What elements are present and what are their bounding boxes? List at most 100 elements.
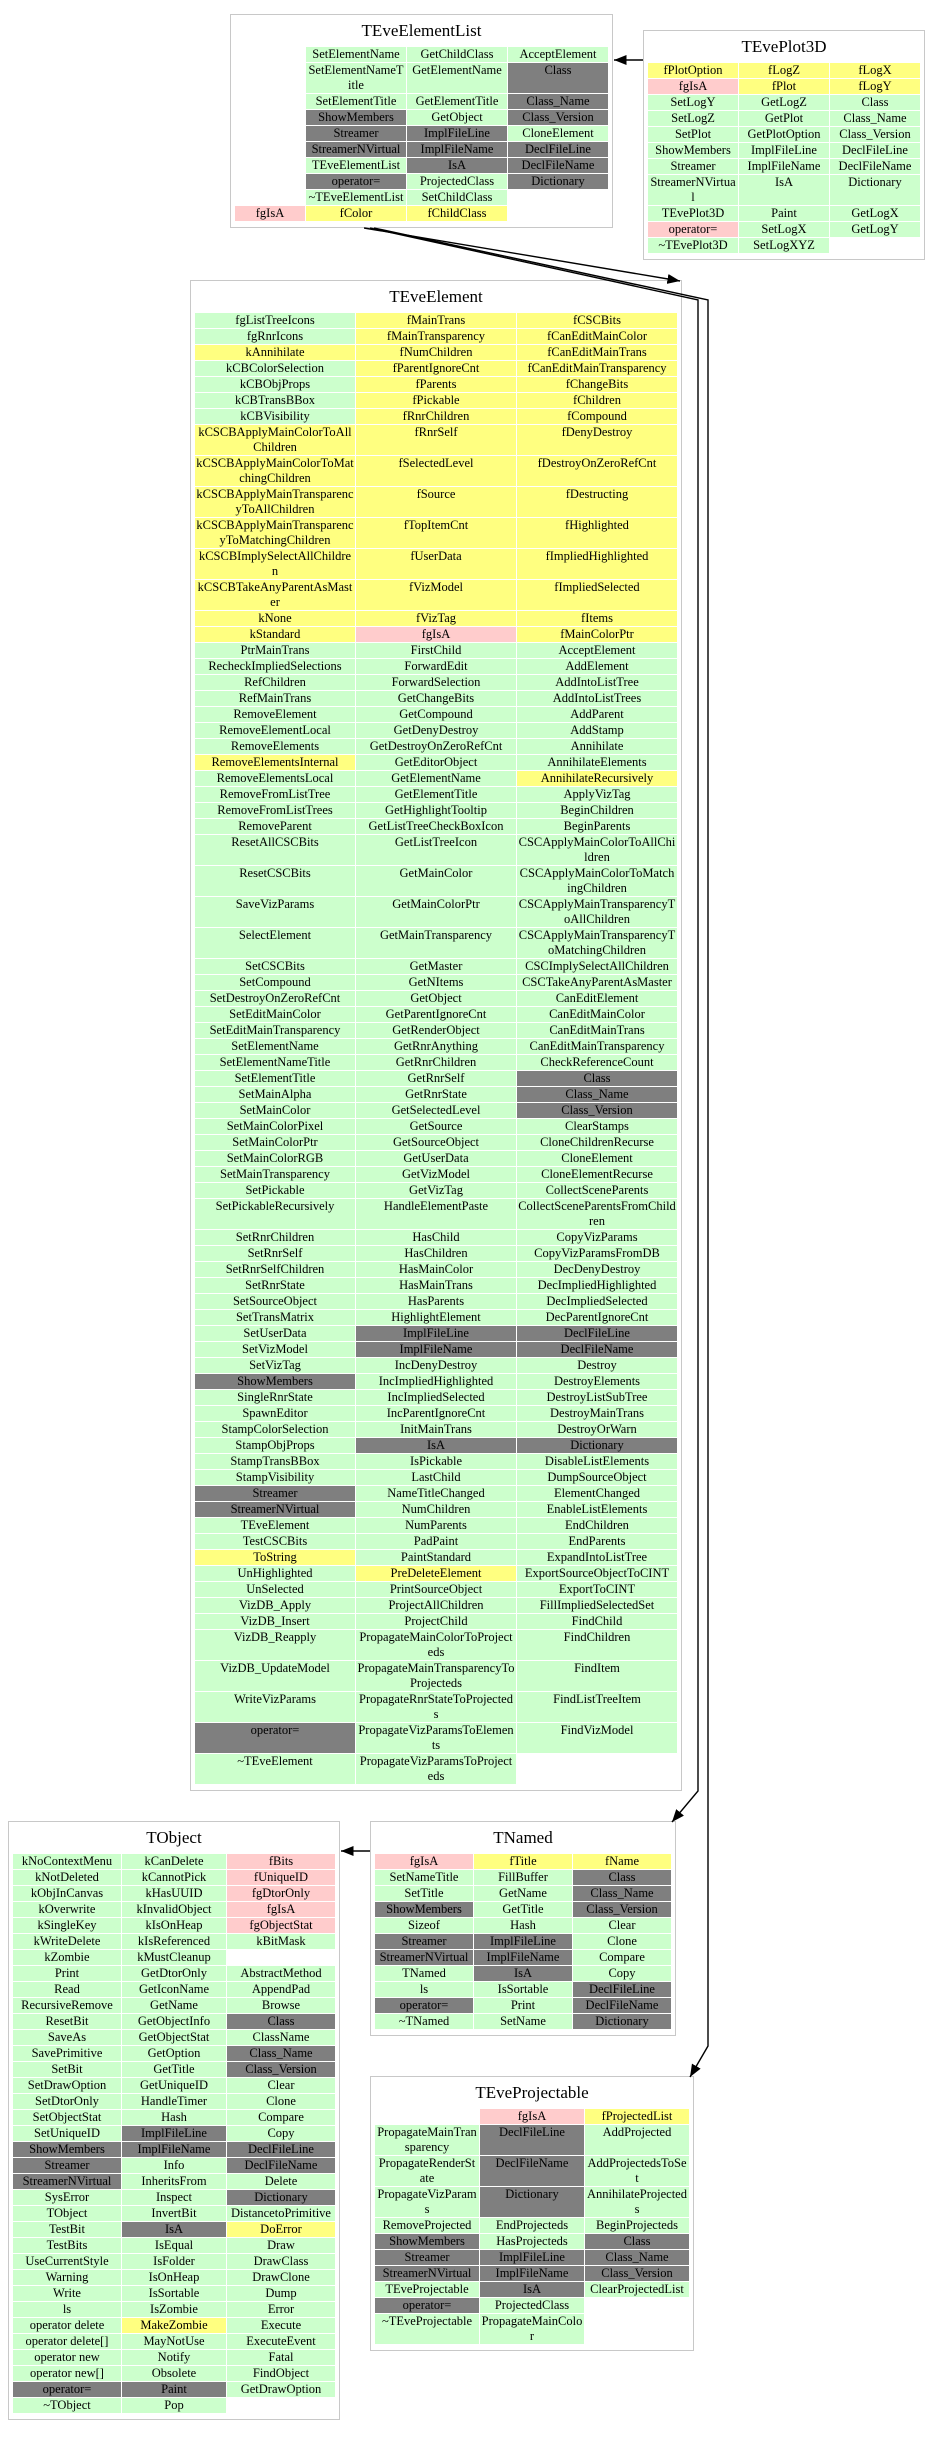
class-title[interactable]: TEveElementList bbox=[361, 21, 482, 40]
class-member[interactable]: GetObjectStat bbox=[122, 2030, 226, 2045]
class-member[interactable]: DeclFileLine bbox=[480, 2125, 584, 2155]
class-member[interactable]: GetRnrSelf bbox=[356, 1071, 516, 1086]
class-member[interactable]: DeclFileLine bbox=[508, 142, 608, 157]
class-member[interactable]: SetRnrState bbox=[195, 1278, 355, 1293]
class-member[interactable]: GetElementName bbox=[407, 63, 507, 93]
class-member[interactable]: ExportSourceObjectToCINT bbox=[517, 1566, 677, 1581]
class-member[interactable]: SetMainColorPixel bbox=[195, 1119, 355, 1134]
class-member[interactable]: VizDB_Insert bbox=[195, 1614, 355, 1629]
class-member[interactable]: RecursiveRemove bbox=[13, 1998, 121, 2013]
class-member[interactable]: Streamer bbox=[648, 159, 738, 174]
class-member[interactable]: Delete bbox=[227, 2174, 335, 2189]
class-member[interactable]: FindObject bbox=[227, 2366, 335, 2381]
class-member[interactable]: kWriteDelete bbox=[13, 1934, 121, 1949]
class-title[interactable]: TNamed bbox=[493, 1828, 553, 1847]
class-member[interactable]: SetLogY bbox=[648, 95, 738, 110]
class-member[interactable]: IncDenyDestroy bbox=[356, 1358, 516, 1373]
class-member[interactable]: operator delete bbox=[13, 2318, 121, 2333]
class-member[interactable]: SetBit bbox=[13, 2062, 121, 2077]
class-member[interactable]: VizDB_UpdateModel bbox=[195, 1661, 355, 1691]
class-member[interactable]: GetRnrChildren bbox=[356, 1055, 516, 1070]
class-member[interactable]: GetDtorOnly bbox=[122, 1966, 226, 1981]
class-member[interactable]: ProjectedClass bbox=[407, 174, 507, 189]
class-member[interactable]: SetMainAlpha bbox=[195, 1087, 355, 1102]
class-member[interactable]: SpawnEditor bbox=[195, 1406, 355, 1421]
class-member[interactable]: fgIsA bbox=[480, 2109, 584, 2124]
class-member[interactable]: Obsolete bbox=[122, 2366, 226, 2381]
class-member[interactable]: EndChildren bbox=[517, 1518, 677, 1533]
class-member[interactable]: EnableListElements bbox=[517, 1502, 677, 1517]
class-member[interactable]: ImplFileName bbox=[407, 142, 507, 157]
class-member[interactable]: SetElementTitle bbox=[306, 94, 406, 109]
class-member[interactable]: PadPaint bbox=[356, 1534, 516, 1549]
class-member[interactable]: kCBObjProps bbox=[195, 377, 355, 392]
class-member[interactable]: AddProjectedsToSet bbox=[585, 2156, 689, 2186]
class-member[interactable]: kCanDelete bbox=[122, 1854, 226, 1869]
class-member[interactable]: operator new bbox=[13, 2350, 121, 2365]
class-member[interactable]: fImpliedHighlighted bbox=[517, 549, 677, 579]
class-member[interactable]: fgIsA bbox=[356, 627, 516, 642]
class-member[interactable]: Clear bbox=[227, 2078, 335, 2093]
class-member[interactable]: SetPickableRecursively bbox=[195, 1199, 355, 1229]
class-member[interactable]: DoError bbox=[227, 2222, 335, 2237]
class-member[interactable]: fgIsA bbox=[375, 1854, 473, 1869]
class-member[interactable]: operator= bbox=[13, 2382, 121, 2397]
class-member[interactable]: DrawClass bbox=[227, 2254, 335, 2269]
class-member[interactable]: GetVizModel bbox=[356, 1167, 516, 1182]
class-member[interactable]: InvertBit bbox=[122, 2206, 226, 2221]
class-member[interactable]: CopyVizParamsFromDB bbox=[517, 1246, 677, 1261]
class-member[interactable]: fTopItemCnt bbox=[356, 518, 516, 548]
class-member[interactable]: GetListTreeCheckBoxIcon bbox=[356, 819, 516, 834]
class-member[interactable]: ShowMembers bbox=[306, 110, 406, 125]
class-member[interactable]: Clear bbox=[573, 1918, 671, 1933]
class-member[interactable]: GetRnrState bbox=[356, 1087, 516, 1102]
class-member[interactable]: GetUniqueID bbox=[122, 2078, 226, 2093]
class-member[interactable]: FirstChild bbox=[356, 643, 516, 658]
class-member[interactable]: RefChildren bbox=[195, 675, 355, 690]
class-member[interactable]: PrintSourceObject bbox=[356, 1582, 516, 1597]
class-member[interactable]: StampColorSelection bbox=[195, 1422, 355, 1437]
class-member[interactable]: Class bbox=[830, 95, 920, 110]
class-member[interactable]: ls bbox=[13, 2302, 121, 2317]
class-member[interactable]: AppendPad bbox=[227, 1982, 335, 1997]
class-member[interactable]: GetCompound bbox=[356, 707, 516, 722]
class-member[interactable]: GetLogY bbox=[830, 222, 920, 237]
class-member[interactable]: kObjInCanvas bbox=[13, 1886, 121, 1901]
class-member[interactable]: IsSortable bbox=[474, 1982, 572, 1997]
class-member[interactable]: Execute bbox=[227, 2318, 335, 2333]
class-member[interactable]: SetElementNameTitle bbox=[195, 1055, 355, 1070]
class-member[interactable]: ShowMembers bbox=[648, 143, 738, 158]
class-member[interactable]: DestroyElements bbox=[517, 1374, 677, 1389]
class-member[interactable]: ToString bbox=[195, 1550, 355, 1565]
class-member[interactable]: GetMainColorPtr bbox=[356, 897, 516, 927]
class-member[interactable]: HasMainTrans bbox=[356, 1278, 516, 1293]
class-member[interactable]: SetDtorOnly bbox=[13, 2094, 121, 2109]
class-member[interactable]: SetSourceObject bbox=[195, 1294, 355, 1309]
class-member[interactable]: CSCApplyMainTransparencyToAllChildren bbox=[517, 897, 677, 927]
class-member[interactable]: Annihilate bbox=[517, 739, 677, 754]
class-member[interactable]: SetLogZ bbox=[648, 111, 738, 126]
class-member[interactable]: Read bbox=[13, 1982, 121, 1997]
class-member[interactable]: kMustCleanup bbox=[122, 1950, 226, 1965]
class-member[interactable]: ImplFileName bbox=[356, 1342, 516, 1357]
class-member[interactable]: fMainTransparency bbox=[356, 329, 516, 344]
class-member[interactable]: DecImpliedHighlighted bbox=[517, 1278, 677, 1293]
class-member[interactable]: GetPlotOption bbox=[739, 127, 829, 142]
class-member[interactable]: Class_Name bbox=[517, 1087, 677, 1102]
class-member[interactable]: IsA bbox=[474, 1966, 572, 1981]
class-member[interactable]: SetDrawOption bbox=[13, 2078, 121, 2093]
class-member[interactable]: Class_Name bbox=[227, 2046, 335, 2061]
class-member[interactable]: kOverwrite bbox=[13, 1902, 121, 1917]
class-member[interactable]: IsPickable bbox=[356, 1454, 516, 1469]
class-member[interactable]: DecDenyDestroy bbox=[517, 1262, 677, 1277]
class-member[interactable]: SetPickable bbox=[195, 1183, 355, 1198]
class-member[interactable]: AcceptElement bbox=[508, 47, 608, 62]
class-member[interactable]: TestBits bbox=[13, 2238, 121, 2253]
class-member[interactable]: GetName bbox=[474, 1886, 572, 1901]
class-member[interactable]: CloneElementRecurse bbox=[517, 1167, 677, 1182]
class-member[interactable]: RemoveFromListTree bbox=[195, 787, 355, 802]
class-member[interactable]: kCSCBApplyMainTransparencyToMatchingChil… bbox=[195, 518, 355, 548]
class-member[interactable]: AcceptElement bbox=[517, 643, 677, 658]
class-member[interactable]: Paint bbox=[122, 2382, 226, 2397]
class-member[interactable]: GetName bbox=[122, 1998, 226, 2013]
